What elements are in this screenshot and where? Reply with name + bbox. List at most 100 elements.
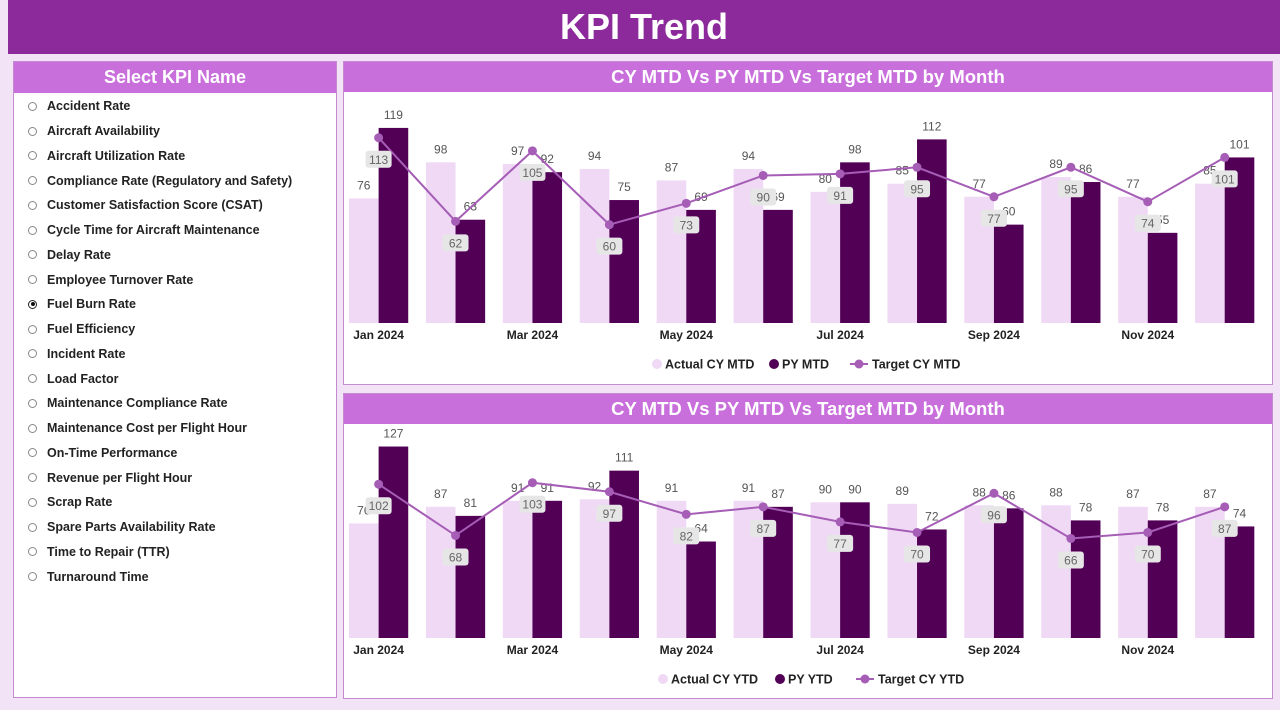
radio-icon[interactable] (28, 473, 37, 483)
target-point[interactable] (1220, 502, 1230, 512)
radio-icon[interactable] (28, 126, 37, 136)
slicer-item[interactable]: Maintenance Cost per Flight Hour (14, 416, 336, 441)
bar-actual[interactable] (579, 499, 610, 638)
slicer-item[interactable]: Turnaround Time (14, 564, 336, 589)
slicer-item[interactable]: Delay Rate (14, 243, 336, 268)
slicer-item[interactable]: Aircraft Availability (14, 119, 336, 144)
target-label-text: 82 (680, 529, 694, 543)
slicer-item[interactable]: Scrap Rate (14, 490, 336, 515)
slicer-item[interactable]: Time to Repair (TTR) (14, 540, 336, 565)
target-point[interactable] (758, 170, 768, 180)
slicer-item[interactable]: On-Time Performance (14, 441, 336, 466)
target-point[interactable] (835, 517, 845, 527)
radio-icon[interactable] (28, 275, 37, 285)
bar-actual[interactable] (502, 500, 533, 638)
target-point[interactable] (912, 527, 922, 537)
slicer-item[interactable]: Customer Satisfaction Score (CSAT) (14, 193, 336, 218)
bar-actual[interactable] (1041, 177, 1071, 323)
bar-actual[interactable] (1041, 505, 1071, 638)
bar-prior[interactable] (993, 508, 1024, 638)
target-point[interactable] (835, 169, 845, 179)
bar-actual[interactable] (964, 505, 994, 638)
radio-icon[interactable] (28, 448, 37, 458)
radio-icon[interactable] (28, 250, 37, 260)
bar-prior[interactable] (378, 446, 409, 638)
slicer-item[interactable]: Cycle Time for Aircraft Maintenance (14, 218, 336, 243)
x-tick-label: Sep 2024 (968, 328, 1020, 342)
bar-prior[interactable] (1147, 232, 1178, 323)
bar-actual[interactable] (887, 503, 918, 638)
slicer-item[interactable]: Compliance Rate (Regulatory and Safety) (14, 168, 336, 193)
radio-icon[interactable] (28, 497, 37, 507)
target-point[interactable] (989, 488, 999, 498)
target-point[interactable] (604, 487, 614, 497)
target-point[interactable] (527, 146, 537, 156)
target-point[interactable] (1143, 527, 1153, 537)
slicer-item[interactable]: Spare Parts Availability Rate (14, 515, 336, 540)
bar-prior[interactable] (1147, 520, 1178, 638)
radio-icon[interactable] (28, 200, 37, 210)
radio-icon[interactable] (28, 324, 37, 334)
bar-actual[interactable] (502, 163, 533, 323)
bar-prior[interactable] (455, 515, 486, 638)
bar-prior[interactable] (993, 224, 1024, 323)
radio-icon[interactable] (28, 547, 37, 557)
bar-prior[interactable] (532, 500, 563, 638)
radio-icon[interactable] (28, 398, 37, 408)
bar-actual[interactable] (349, 198, 379, 323)
target-point[interactable] (1066, 162, 1076, 172)
radio-icon[interactable] (28, 349, 37, 359)
slicer-item[interactable]: Fuel Efficiency (14, 317, 336, 342)
slicer-item[interactable]: Aircraft Utilization Rate (14, 144, 336, 169)
bar-actual[interactable] (349, 523, 379, 638)
radio-icon[interactable] (28, 374, 37, 384)
chart-title: CY MTD Vs PY MTD Vs Target MTD by Month (344, 62, 1272, 92)
target-point[interactable] (912, 162, 922, 172)
target-point[interactable] (1066, 533, 1076, 543)
target-point[interactable] (451, 530, 461, 540)
target-point[interactable] (374, 133, 384, 143)
bar-prior[interactable] (686, 541, 716, 638)
x-tick-label: Jan 2024 (353, 328, 404, 342)
radio-icon[interactable] (28, 572, 37, 582)
bar-prior[interactable] (1070, 520, 1101, 638)
radio-checked-icon[interactable] (28, 299, 37, 309)
radio-icon[interactable] (28, 225, 37, 235)
target-point[interactable] (527, 478, 537, 488)
target-point[interactable] (681, 509, 691, 519)
bar-prior[interactable] (840, 162, 870, 323)
target-point[interactable] (451, 216, 461, 226)
radio-icon[interactable] (28, 176, 37, 186)
bar-actual[interactable] (810, 191, 841, 323)
slicer-item[interactable]: Accident Rate (14, 94, 336, 119)
bar-actual[interactable] (1118, 506, 1148, 638)
bar-prior[interactable] (532, 172, 563, 323)
target-point[interactable] (758, 502, 768, 512)
target-point[interactable] (989, 192, 999, 202)
target-point[interactable] (604, 220, 614, 230)
bar-actual[interactable] (887, 183, 918, 323)
radio-icon[interactable] (28, 522, 37, 532)
target-point[interactable] (374, 479, 384, 489)
slicer-item[interactable]: Incident Rate (14, 342, 336, 367)
bar-actual[interactable] (425, 506, 456, 638)
radio-icon[interactable] (28, 423, 37, 433)
radio-icon[interactable] (28, 151, 37, 161)
bar-prior[interactable] (763, 209, 793, 323)
radio-icon[interactable] (28, 101, 37, 111)
bar-actual[interactable] (656, 180, 687, 323)
bar-actual[interactable] (1195, 183, 1225, 323)
bar-prior[interactable] (1224, 526, 1255, 638)
bar-actual[interactable] (810, 502, 841, 638)
bar-actual[interactable] (656, 500, 687, 638)
bar-prior[interactable] (1070, 182, 1101, 323)
target-point[interactable] (681, 198, 691, 208)
target-point[interactable] (1143, 197, 1153, 207)
slicer-item[interactable]: Fuel Burn Rate (14, 292, 336, 317)
slicer-item[interactable]: Employee Turnover Rate (14, 267, 336, 292)
slicer-item[interactable]: Load Factor (14, 366, 336, 391)
target-data-label: 97 (596, 504, 623, 522)
target-point[interactable] (1220, 152, 1230, 162)
slicer-item[interactable]: Maintenance Compliance Rate (14, 391, 336, 416)
slicer-item[interactable]: Revenue per Flight Hour (14, 465, 336, 490)
